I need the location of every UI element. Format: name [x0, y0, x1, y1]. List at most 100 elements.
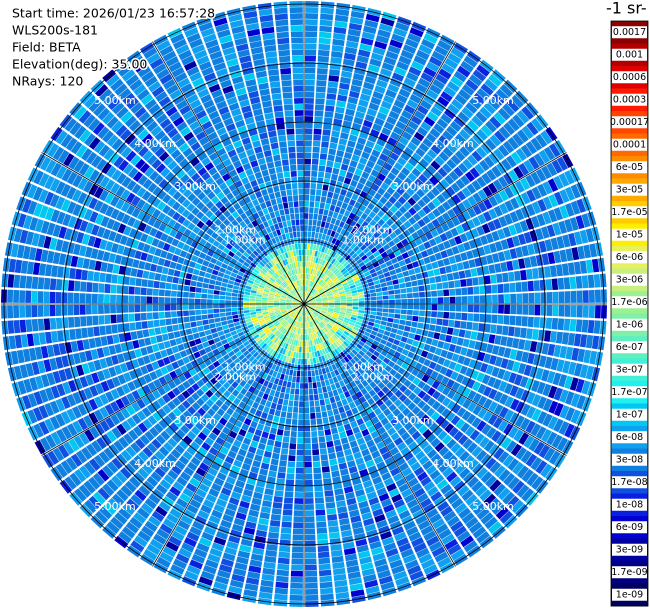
- radar-cell: [394, 228, 402, 236]
- radar-cell: [389, 332, 397, 339]
- radar-cell: [364, 485, 375, 494]
- radar-cell: [375, 346, 383, 354]
- radar-cell: [340, 468, 349, 476]
- radar-cell: [434, 347, 443, 356]
- radar-cell: [456, 407, 467, 418]
- radar-cell: [393, 422, 403, 432]
- radar-cell: [315, 263, 319, 270]
- radar-cell: [579, 229, 589, 244]
- radar-cell: [330, 343, 336, 350]
- radar-cell: [434, 325, 442, 333]
- radar-cell: [243, 294, 250, 298]
- radar-cell: [71, 406, 82, 419]
- radar-cell: [577, 348, 586, 363]
- radar-cell: [97, 469, 110, 482]
- radar-cell: [531, 201, 542, 214]
- radar-cell: [126, 204, 136, 216]
- radar-cell: [156, 483, 168, 495]
- radar-cell: [131, 390, 141, 401]
- radar-cell: [297, 328, 300, 334]
- radar-cell: [476, 225, 485, 236]
- radar-cell: [307, 370, 312, 377]
- radar-cell: [355, 61, 368, 70]
- radar-cell: [390, 432, 400, 441]
- radar-cell: [324, 287, 331, 292]
- radar-cell: [340, 297, 347, 300]
- radar-cell: [491, 314, 498, 324]
- radar-cell: [411, 446, 422, 456]
- radar-cell: [134, 489, 147, 502]
- radar-cell: [192, 374, 201, 382]
- radar-cell: [513, 166, 524, 179]
- radar-cell: [196, 397, 205, 407]
- radar-cell: [278, 466, 287, 473]
- radar-cell: [406, 235, 414, 243]
- radar-cell: [343, 486, 354, 494]
- radar-cell: [140, 347, 148, 356]
- radar-cell: [400, 431, 411, 441]
- radar-cell: [167, 390, 176, 400]
- radar-cell: [552, 372, 562, 386]
- radar-cell: [418, 44, 433, 55]
- radar-cell: [195, 293, 202, 299]
- radar-cell: [277, 315, 283, 319]
- radar-cell: [328, 345, 334, 352]
- radar-cell: [480, 362, 489, 373]
- radar-cell: [55, 398, 66, 412]
- radar-cell: [83, 208, 93, 221]
- radar-cell: [368, 425, 377, 434]
- radar-cell: [147, 216, 157, 227]
- radar-cell: [450, 182, 461, 193]
- radar-cell: [365, 368, 373, 376]
- radar-cell: [268, 408, 276, 416]
- radar-cell: [521, 488, 534, 502]
- radar-cell: [429, 469, 441, 480]
- radar-cell: [434, 252, 443, 261]
- radar-cell: [491, 430, 502, 443]
- radar-cell: [526, 391, 536, 405]
- radar-cell: [509, 248, 518, 259]
- radar-cell: [321, 320, 327, 326]
- radar-cell: [383, 56, 397, 66]
- radar-cell: [174, 444, 185, 455]
- radar-cell: [184, 322, 191, 329]
- radar-cell: [365, 224, 373, 232]
- radar-cell: [231, 389, 240, 397]
- radar-cell: [286, 307, 293, 311]
- radar-cell: [429, 84, 442, 95]
- radar-cell: [50, 162, 62, 177]
- radar-cell: [436, 404, 446, 414]
- radar-cell: [282, 380, 288, 387]
- radar-cell: [304, 73, 316, 80]
- radar-cell: [431, 339, 439, 347]
- radar-cell: [313, 128, 322, 135]
- radar-cell: [273, 306, 280, 309]
- radar-cell: [341, 385, 348, 393]
- radar-cell: [304, 425, 311, 432]
- radar-cell: [407, 226, 416, 234]
- radar-cell: [210, 462, 221, 471]
- radar-cell: [211, 482, 222, 492]
- radar-cell: [305, 310, 308, 316]
- radar-cell: [358, 350, 365, 357]
- radar-cell: [515, 282, 522, 292]
- radar-cell: [128, 286, 135, 295]
- radar-cell: [545, 279, 553, 291]
- radar-cell: [375, 287, 382, 293]
- radar-cell: [250, 373, 258, 380]
- radar-cell: [461, 489, 474, 502]
- radar-cell: [332, 38, 345, 47]
- radar-cell: [143, 373, 153, 384]
- radar-cell: [330, 383, 337, 391]
- radar-cell: [196, 257, 204, 265]
- radar-cell: [363, 331, 371, 337]
- radar-cell: [192, 332, 200, 340]
- radar-cell: [410, 136, 421, 147]
- radar-cell: [313, 388, 318, 395]
- radar-cell: [481, 423, 492, 436]
- radar-cell: [512, 114, 525, 128]
- radar-cell: [217, 255, 225, 263]
- radar-cell: [355, 489, 365, 497]
- radar-cell: [329, 204, 336, 212]
- radar-cell: [411, 167, 422, 178]
